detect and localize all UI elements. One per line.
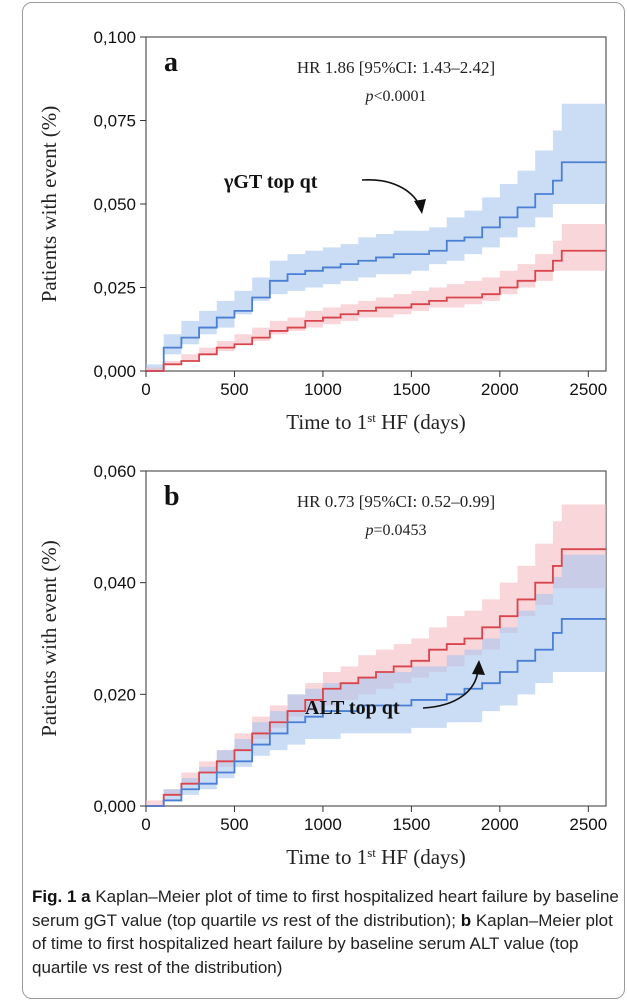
panel-a-hr-text: HR 1.86 [95%CI: 1.43–2.42] [297, 58, 495, 77]
panel-a-arrow-line [361, 179, 421, 207]
panel-a-y-tick-label: 0,075 [93, 112, 136, 131]
panel-a-series-line-0 [146, 161, 606, 372]
panel-a-x-tick-label: 2000 [481, 380, 519, 399]
panel-b-series-line-1 [146, 618, 606, 807]
panel-a-annotation: γGT top qt [223, 171, 318, 193]
figure-charts: 0 500 1000 1500 2000 2500 0,000 0,025 0,050 0,075… [37, 28, 607, 870]
panel-b-y-tick-label: 0,000 [93, 797, 136, 816]
panel-b-x-axis-label: Time to 1st HF (days) [286, 845, 465, 870]
panel-a-letter: a [164, 47, 178, 78]
panel-b-y-tick-label: 0,020 [93, 685, 136, 704]
panel-a-y-axis-label: Patients with event (%) [37, 106, 61, 303]
panel-b-x-tick-label: 1000 [304, 815, 342, 834]
panel-b-arrow-line [422, 669, 479, 709]
caption-a-text: Kaplan–Meier plot of time to first hospi… [32, 887, 619, 930]
panel-b-arrow-head [472, 660, 485, 675]
panel-b-x-tick-label: 2000 [481, 815, 519, 834]
panel-b-series-line-0 [146, 548, 606, 807]
panel-a-x-tick-label: 1500 [392, 380, 430, 399]
panel-b-letter: b [164, 481, 180, 512]
panel-a-p-value: p<0.0001 [364, 88, 426, 105]
panel-b-x-tick-label: 2500 [569, 815, 607, 834]
panel-a-x-tick-label: 500 [220, 380, 248, 399]
panel-a-y-tick-label: 0,025 [93, 279, 136, 298]
panel-a-x-tick-label: 2500 [569, 380, 607, 399]
panel-a-x-axis-label: Time to 1st HF (days) [286, 410, 465, 435]
caption-fig-label: Fig. 1 [32, 887, 77, 906]
panel-b-y-axis-label: Patients with event (%) [37, 540, 61, 737]
panel-a-y-tick-label: 0,100 [93, 28, 136, 47]
panel-b-x-tick-label: 500 [220, 815, 248, 834]
caption-b-text: Kaplan–Meier plot of time to first hospi… [32, 910, 613, 977]
panel-a-ci-band-0 [146, 103, 606, 372]
panel-b-p-value: p=0.0453 [364, 522, 426, 539]
panel-b-y-tick-label: 0,040 [93, 574, 136, 593]
figure-frame [22, 2, 625, 999]
panel-b-annotation: ALT top qt [305, 697, 400, 719]
caption-a-text2: rest of the distribution); [283, 910, 456, 930]
panel-a-x-tick-label: 1000 [304, 380, 342, 399]
panel-a-ci-band-1 [146, 224, 606, 371]
panel-b-x-tick-label: 0 [141, 815, 150, 834]
panel-b-hr-text: HR 0.73 [95%CI: 0.52–0.99] [297, 492, 495, 511]
panel-b-ci-band-1 [146, 554, 606, 806]
panel-a-arrow-head [414, 199, 426, 214]
caption-a-label: a [81, 887, 91, 906]
caption-b-label: b [460, 910, 472, 930]
panel-a-y-tick-label: 0,000 [93, 362, 136, 381]
caption-a-vs: vs [261, 910, 279, 930]
panel-b-x-tick-label: 1500 [392, 815, 430, 834]
figure-caption: Fig. 1 a Kaplan–Meier plot of time to fi… [32, 885, 624, 979]
panel-a-y-tick-label: 0,050 [93, 195, 136, 214]
panel-a-series-line-1 [146, 249, 606, 372]
panel-a-x-tick-label: 0 [141, 380, 150, 399]
panel-b-y-tick-label: 0,060 [93, 462, 136, 481]
